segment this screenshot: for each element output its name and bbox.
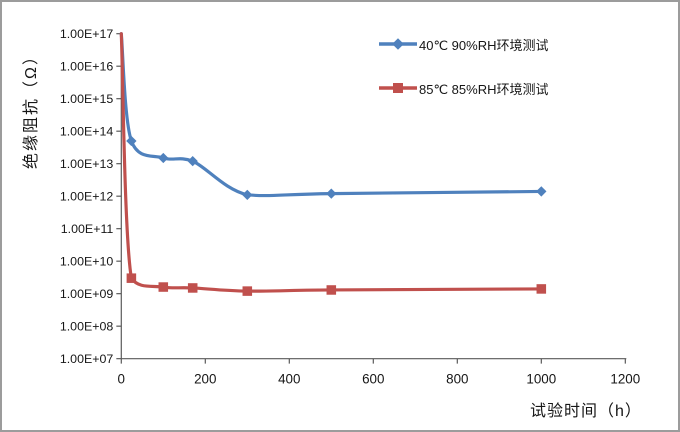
legend-swatch-85c-85rh xyxy=(379,83,417,93)
y-axis-title: 绝缘阻抗（Ω） xyxy=(23,47,40,169)
y-tick-label: 1.00E+09 xyxy=(60,287,114,301)
marker-square-icon xyxy=(158,282,169,292)
y-tick-label: 1.00E+12 xyxy=(60,190,114,204)
legend-item-40c-90rh: 40℃ 90%RH环境测试 xyxy=(379,35,548,53)
marker-diamond-icon xyxy=(158,152,169,164)
y-tick-label: 1.00E+15 xyxy=(60,92,114,106)
marker-diamond-icon xyxy=(126,135,137,147)
x-tick-label: 800 xyxy=(446,371,468,386)
y-tick-label: 1.00E+07 xyxy=(60,352,114,366)
legend-label-40c-90rh: 40℃ 90%RH环境测试 xyxy=(419,37,549,53)
legend-diamond-icon xyxy=(392,38,404,50)
legend-swatch-40c-90rh xyxy=(379,38,417,50)
marker-square-icon xyxy=(126,273,137,283)
marker-diamond-icon xyxy=(326,188,337,199)
legend-item-85c-85rh: 85℃ 85%RH环境测试 xyxy=(379,79,548,97)
marker-square-icon xyxy=(242,286,253,296)
y-tick-label: 1.00E+10 xyxy=(60,255,114,269)
x-tick-label: 600 xyxy=(362,371,384,386)
y-tick-label: 1.00E+16 xyxy=(60,60,114,74)
y-tick-label: 1.00E+14 xyxy=(60,125,114,139)
x-axis-title: 试验时间（h） xyxy=(530,403,642,420)
marker-diamond-icon xyxy=(536,186,547,197)
marker-diamond-icon xyxy=(242,189,253,200)
legend-label-85c-85rh: 85℃ 85%RH环境测试 xyxy=(419,81,549,97)
x-tick-label: 400 xyxy=(278,371,300,386)
x-tick-label: 1000 xyxy=(526,371,556,386)
x-tick-label: 200 xyxy=(194,371,216,386)
y-tick-label: 1.00E+17 xyxy=(60,27,114,41)
x-tick-label: 1200 xyxy=(610,371,640,386)
legend: 40℃ 90%RH环境测试 85℃ 85%RH环境测试 xyxy=(379,35,548,97)
y-tick-label: 1.00E+08 xyxy=(60,320,114,334)
marker-square-icon xyxy=(326,285,337,295)
marker-square-icon xyxy=(187,283,198,293)
y-tick-label: 1.00E+13 xyxy=(60,157,114,171)
x-tick-label: 0 xyxy=(118,371,125,386)
legend-square-icon xyxy=(393,83,403,93)
y-tick-label: 1.00E+11 xyxy=(61,222,114,236)
marker-square-icon xyxy=(536,284,547,294)
